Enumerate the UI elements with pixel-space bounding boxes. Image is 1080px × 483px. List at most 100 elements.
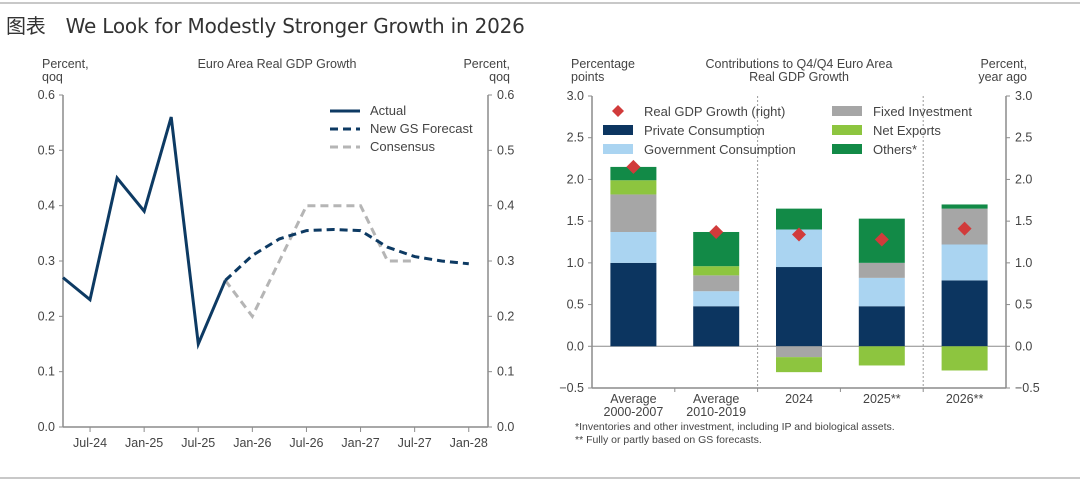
right-chart-title-line1: Contributions to Q4/Q4 Euro Area — [706, 57, 893, 71]
category-label: 2010-2019 — [686, 405, 746, 419]
bar-segment-fixed-investment — [693, 275, 740, 292]
legend-swatch-diamond — [612, 105, 624, 117]
bar-segment-net-exports — [610, 180, 657, 195]
bar-segment-net-exports — [693, 266, 740, 276]
bar-segment-fixed-investment — [610, 194, 657, 232]
y-tick-label: 2.5 — [567, 131, 584, 145]
y-tick-label-right: 1.0 — [1015, 256, 1032, 270]
x-tick-label: Jan-28 — [450, 436, 488, 450]
right-chart: Percentage points Contributions to Q4/Q4… — [559, 57, 1039, 446]
y-tick-label-right: −0.5 — [1015, 381, 1040, 395]
right-yrlabel-line1: Percent, — [980, 57, 1027, 71]
y-tick-label-right: 0.2 — [497, 309, 514, 323]
left-yrlabel-line1: Percent, — [463, 57, 510, 71]
y-tick-label: 0.3 — [38, 254, 55, 268]
category-label: 2024 — [785, 392, 813, 406]
legend-label: Real GDP Growth (right) — [644, 104, 785, 119]
top-divider — [0, 2, 1080, 4]
y-tick-label: 0.2 — [38, 309, 55, 323]
bar-segment-government-consumption — [693, 291, 740, 307]
right-ylabel-line2: points — [571, 70, 604, 84]
gdp-growth-marker — [874, 232, 889, 247]
bar-segment-private-consumption — [941, 280, 988, 347]
legend-label: Others* — [873, 142, 917, 157]
left-ylabel-line2: qoq — [42, 70, 63, 84]
x-tick-label: Jan-26 — [233, 436, 271, 450]
y-tick-label: 0.5 — [567, 298, 584, 312]
consensus-line — [224, 204, 415, 320]
gdp-growth-marker — [626, 159, 641, 174]
page-title: 图表 We Look for Modestly Stronger Growth i… — [6, 10, 525, 39]
bar-segment-others — [941, 204, 988, 209]
bar-segment-net-exports — [776, 357, 822, 373]
bar-segment-net-exports — [941, 346, 988, 371]
bar-segment-government-consumption — [858, 277, 905, 307]
y-tick-label: 0.0 — [567, 339, 584, 353]
legend-swatch — [603, 125, 633, 135]
y-tick-label-right: 0.5 — [1015, 298, 1032, 312]
x-tick-label: Jul-26 — [289, 436, 323, 450]
legend-label: Net Exports — [873, 123, 941, 138]
gdp-growth-marker — [709, 224, 724, 239]
footnote-1: *Inventories and other investment, inclu… — [575, 421, 895, 433]
category-label: 2025** — [863, 392, 901, 406]
bar-segment-private-consumption — [693, 306, 740, 347]
right-yrlabel-line2: year ago — [978, 70, 1027, 84]
y-tick-label: 0.0 — [38, 420, 55, 434]
bar-segment-fixed-investment — [858, 262, 905, 278]
left-chart-title: Euro Area Real GDP Growth — [198, 57, 357, 71]
y-tick-label-right: 0.0 — [1015, 339, 1032, 353]
y-tick-label-right: 1.5 — [1015, 214, 1032, 228]
category-label: 2000-2007 — [604, 405, 664, 419]
y-tick-label-right: 2.0 — [1015, 172, 1032, 186]
legend-actual-label: Actual — [370, 103, 406, 118]
bar-segment-private-consumption — [610, 262, 657, 347]
right-chart-title-line2: Real GDP Growth — [749, 70, 849, 84]
y-tick-label-right: 2.5 — [1015, 131, 1032, 145]
y-tick-label: −0.5 — [559, 381, 584, 395]
legend-label: Fixed Investment — [873, 104, 972, 119]
left-legend: Actual New GS Forecast Consensus — [330, 103, 473, 154]
y-tick-label: 2.0 — [567, 172, 584, 186]
y-tick-label: 1.5 — [567, 214, 584, 228]
y-tick-label-right: 0.3 — [497, 254, 514, 268]
y-tick-label: 0.4 — [38, 199, 55, 213]
bar-segment-government-consumption — [610, 231, 657, 263]
gdp-growth-marker — [957, 221, 972, 236]
legend-consensus-label: Consensus — [370, 139, 436, 154]
legend-swatch — [832, 125, 862, 135]
x-tick-label: Jan-27 — [341, 436, 379, 450]
left-ylabel-line1: Percent, — [42, 57, 89, 71]
x-tick-label: Jul-24 — [73, 436, 107, 450]
left-chart: Percent, qoq Euro Area Real GDP Growth P… — [38, 57, 515, 450]
gs-forecast-line — [224, 227, 469, 282]
y-tick-label-right: 0.4 — [497, 199, 514, 213]
y-tick-label: 3.0 — [567, 89, 584, 103]
right-ylabel-line1: Percentage — [571, 57, 635, 71]
legend-swatch — [832, 144, 862, 154]
footnote-2: ** Fully or partly based on GS forecasts… — [575, 434, 762, 446]
figure-title: We Look for Modestly Stronger Growth in … — [65, 14, 525, 38]
legend-forecast-label: New GS Forecast — [370, 121, 473, 136]
left-yrlabel-line2: qoq — [489, 70, 510, 84]
y-tick-label: 1.0 — [567, 256, 584, 270]
x-tick-label: Jul-27 — [398, 436, 432, 450]
y-tick-label: 0.5 — [38, 143, 55, 157]
bar-segment-net-exports — [858, 346, 905, 366]
x-tick-label: Jan-25 — [125, 436, 163, 450]
y-tick-label: 0.6 — [38, 88, 55, 102]
bar-segment-private-consumption — [858, 306, 905, 347]
bar-segment-private-consumption — [776, 267, 822, 347]
bar-segment-government-consumption — [941, 244, 988, 281]
actual-line — [62, 116, 227, 350]
bar-segment-others — [776, 208, 822, 230]
x-tick-label: Jul-25 — [181, 436, 215, 450]
category-label: 2026** — [946, 392, 984, 406]
y-tick-label: 0.1 — [38, 365, 55, 379]
category-label: Average — [610, 392, 656, 406]
legend-swatch — [832, 106, 862, 116]
bottom-divider — [0, 477, 1080, 479]
legend-label: Government Consumption — [644, 142, 796, 157]
y-tick-label-right: 0.5 — [497, 143, 514, 157]
